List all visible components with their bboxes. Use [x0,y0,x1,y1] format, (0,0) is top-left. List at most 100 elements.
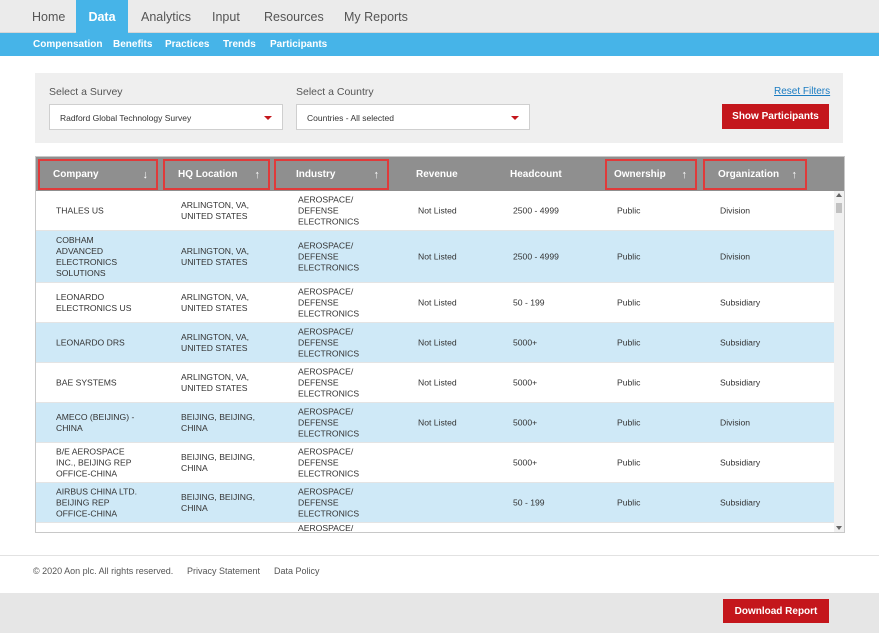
country-select-value: Countries - All selected [307,113,394,123]
tab-analytics[interactable]: Analytics [141,10,192,24]
subtab-trends[interactable]: Trends [223,39,256,50]
column-label: Headcount [510,169,562,180]
cell-industry: AEROSPACE/ DEFENSE ELECTRONICS [298,286,360,318]
scrollbar-thumb[interactable] [836,203,842,213]
tab-data[interactable]: Data [76,0,128,33]
cell-revenue: Not Listed [418,297,457,307]
cell-industry: AEROSPACE/ DEFENSE ELECTRONICS [298,240,360,272]
column-label: HQ Location [178,169,238,180]
cell-headcount: 5000+ [513,457,538,467]
cell-industry: AEROSPACE/ DEFENSE ELECTRONICS [298,486,360,518]
column-header-hq-location[interactable]: HQ Location ↑ [163,159,270,190]
column-header-company[interactable]: Company ↓ [38,159,158,190]
download-report-button[interactable]: Download Report [723,599,829,623]
sort-up-icon: ↑ [373,169,380,181]
column-label: Company [53,169,99,180]
cell-organization: Subsidiary [720,297,761,307]
table-row[interactable]: LEONARDO ELECTRONICS US ARLINGTON, VA, UN… [36,283,836,323]
column-header-ownership[interactable]: Ownership ↑ [605,159,697,190]
column-header-industry[interactable]: Industry ↑ [274,159,389,190]
cell-organization: Division [720,251,751,261]
cell-ownership: Public [617,337,641,347]
cell-organization: Subsidiary [720,337,761,347]
cell-industry: AEROSPACE/ DEFENSE ELECTRONICS [298,406,360,438]
tab-home[interactable]: Home [32,10,66,24]
survey-select[interactable]: Radford Global Technology Survey [49,104,283,130]
cell-company: THALES US [56,205,104,215]
cell-organization: Division [720,205,751,215]
cell-company: COBHAM ADVANCED ELECTRONICS SOLUTIONS [56,234,118,278]
data-policy-link[interactable]: Data Policy [274,566,320,576]
footer: © 2020 Aon plc. All rights reserved. Pri… [0,555,879,591]
sub-navigation: Compensation Benefits Practices Trends P… [0,33,879,56]
table-row[interactable]: B/E AEROSPACE INC., BEIJING REP OFFICE-C… [36,443,836,483]
survey-label: Select a Survey [49,86,123,98]
cell-company: LEONARDO DRS [56,337,125,347]
cell-headcount: 5000+ [513,337,538,347]
table-row[interactable]: AIRBUS CHINA LTD. BEIJING REP OFFICE-CHI… [36,483,836,523]
cell-revenue: Not Listed [418,251,457,261]
subtab-participants[interactable]: Participants [270,39,328,50]
cell-ownership: Public [617,497,641,507]
cell-organization: Subsidiary [720,497,761,507]
show-participants-button[interactable]: Show Participants [722,104,829,129]
sort-up-icon: ↑ [254,169,261,181]
table-row[interactable]: THALES US ARLINGTON, VA, UNITED STATES AER… [36,191,836,231]
cell-hq-location: ARLINGTON, VA, UNITED STATES [181,331,249,353]
cell-hq-location: BEIJING, BEIJING, CHINA [181,491,256,513]
table-row[interactable]: COBHAM ADVANCED ELECTRONICS SOLUTIONS ARL… [36,231,836,283]
cell-organization: Subsidiary [720,457,761,467]
cell-headcount: 5000+ [513,417,538,427]
subtab-benefits[interactable]: Benefits [113,39,153,50]
country-label: Select a Country [296,86,374,98]
column-header-headcount[interactable]: Headcount [510,157,590,191]
table-row[interactable]: AEROSPACE/ [36,523,836,532]
column-label: Ownership [614,169,666,180]
tab-my-reports[interactable]: My Reports [344,10,408,24]
cell-company: LEONARDO ELECTRONICS US [56,291,132,313]
sort-up-icon: ↑ [791,169,798,181]
tab-resources[interactable]: Resources [264,10,324,24]
cell-headcount: 50 - 199 [513,297,545,307]
tab-input[interactable]: Input [212,10,240,24]
sort-up-icon: ↑ [681,169,688,181]
copyright-text: © 2020 Aon plc. All rights reserved. [33,566,174,576]
column-label: Revenue [416,169,458,180]
participants-table: Company ↓ HQ Location ↑ Industry ↑ Reven… [35,156,845,533]
cell-industry: AEROSPACE/ DEFENSE ELECTRONICS [298,446,360,478]
chevron-down-icon [511,116,519,120]
cell-industry: AEROSPACE/ DEFENSE ELECTRONICS [298,326,360,358]
privacy-statement-link[interactable]: Privacy Statement [187,566,261,576]
cell-hq-location: ARLINGTON, VA, UNITED STATES [181,199,249,221]
column-header-organization[interactable]: Organization ↑ [703,159,807,190]
cell-ownership: Public [617,377,641,387]
cell-hq-location: BEIJING, BEIJING, CHINA [181,411,256,433]
table-header: Company ↓ HQ Location ↑ Industry ↑ Reven… [36,157,844,191]
cell-headcount: 2500 - 4999 [513,205,559,215]
reset-filters-link[interactable]: Reset Filters [774,86,831,97]
subtab-practices[interactable]: Practices [165,39,210,50]
cell-revenue: Not Listed [418,417,457,427]
cell-company: AIRBUS CHINA LTD. BEIJING REP OFFICE-CHI… [56,486,138,518]
vertical-scrollbar[interactable] [834,191,844,532]
cell-revenue: Not Listed [418,337,457,347]
scroll-up-icon[interactable] [836,193,842,197]
column-header-revenue[interactable]: Revenue [416,157,496,191]
cell-ownership: Public [617,457,641,467]
cell-hq-location: ARLINGTON, VA, UNITED STATES [181,291,249,313]
table-row[interactable]: AMECO (BEIJING) - CHINA BEIJING, BEIJING,… [36,403,836,443]
survey-select-value: Radford Global Technology Survey [60,113,192,123]
cell-ownership: Public [617,205,641,215]
table-row[interactable]: LEONARDO DRS ARLINGTON, VA, UNITED STATES… [36,323,836,363]
column-label: Industry [296,169,336,180]
subtab-compensation[interactable]: Compensation [33,39,103,50]
cell-ownership: Public [617,297,641,307]
cell-hq-location: ARLINGTON, VA, UNITED STATES [181,245,249,267]
table-row[interactable]: BAE SYSTEMS ARLINGTON, VA, UNITED STATES A… [36,363,836,403]
scroll-down-icon[interactable] [836,526,842,530]
country-select[interactable]: Countries - All selected [296,104,530,130]
filters-panel: Select a Survey Radford Global Technolog… [35,73,843,143]
cell-revenue: Not Listed [418,205,457,215]
cell-industry: AEROSPACE/ DEFENSE ELECTRONICS [298,194,360,226]
cell-headcount: 5000+ [513,377,538,387]
